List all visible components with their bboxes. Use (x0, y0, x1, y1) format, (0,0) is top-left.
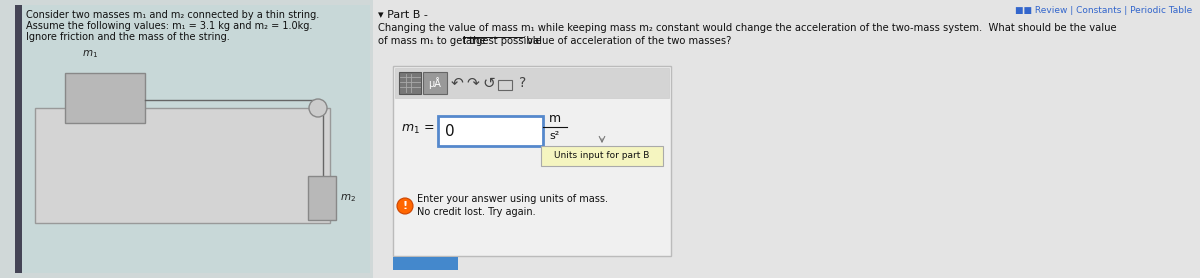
Text: ■■ Review | Constants | Periodic Table: ■■ Review | Constants | Periodic Table (1015, 6, 1192, 15)
Text: value of acceleration of the two masses?: value of acceleration of the two masses? (524, 36, 732, 46)
Bar (498, 80, 512, 90)
Text: s²: s² (550, 131, 560, 141)
Text: ?: ? (520, 76, 527, 90)
Text: μÅ: μÅ (428, 77, 442, 89)
Bar (35, 108, 330, 223)
Text: largest possible: largest possible (463, 36, 541, 46)
Text: m: m (548, 113, 562, 125)
Bar (394, 257, 458, 270)
Text: 0: 0 (445, 123, 455, 138)
Bar (398, 72, 421, 94)
Circle shape (397, 198, 413, 214)
Bar (394, 66, 671, 256)
Circle shape (310, 99, 326, 117)
Text: No credit lost. Try again.: No credit lost. Try again. (418, 207, 535, 217)
Text: ▾ Part B -: ▾ Part B - (378, 10, 428, 20)
Text: Consider two masses m₁ and m₂ connected by a thin string.: Consider two masses m₁ and m₂ connected … (26, 10, 319, 20)
Text: of mass m₁ to get the: of mass m₁ to get the (378, 36, 488, 46)
Text: ↶: ↶ (451, 76, 463, 91)
Bar (308, 176, 336, 220)
Bar (438, 116, 542, 146)
Text: ↺: ↺ (482, 76, 496, 91)
Bar (395, 68, 670, 98)
Text: ↷: ↷ (467, 76, 479, 91)
Text: Enter your answer using units of mass.: Enter your answer using units of mass. (418, 194, 608, 204)
Text: $m_1$: $m_1$ (82, 48, 98, 60)
Bar (14, 5, 22, 273)
Text: $m_1$ =: $m_1$ = (401, 122, 434, 136)
Text: $m_2$: $m_2$ (340, 192, 356, 204)
Text: Changing the value of mass m₁ while keeping mass m₂ constant would change the ac: Changing the value of mass m₁ while keep… (378, 23, 1117, 33)
Text: Assume the following values: m₁ = 3.1 kg and m₂ = 1.0kg.: Assume the following values: m₁ = 3.1 kg… (26, 21, 312, 31)
Text: !: ! (402, 201, 408, 211)
Bar (14, 5, 370, 273)
Bar (424, 72, 446, 94)
Bar (65, 73, 145, 123)
Bar (373, 0, 1200, 278)
Text: Ignore friction and the mass of the string.: Ignore friction and the mass of the stri… (26, 32, 229, 42)
Text: Units input for part B: Units input for part B (554, 152, 649, 160)
Bar (541, 146, 662, 166)
